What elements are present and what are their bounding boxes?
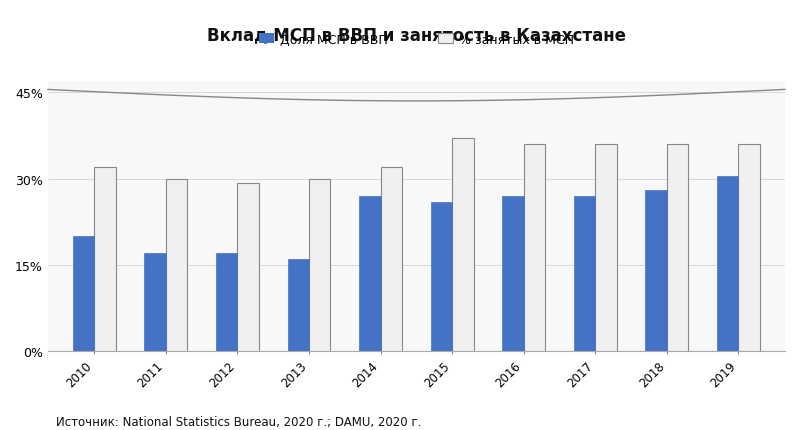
Bar [359,197,381,351]
Bar [216,254,238,351]
Bar [595,145,617,351]
Bar [502,197,524,351]
Bar [738,145,760,351]
Bar [166,179,187,351]
Bar [430,202,452,351]
Bar [667,145,688,351]
Text: Источник: National Statistics Bureau, 2020 г.; DAMU, 2020 г.: Источник: National Statistics Bureau, 20… [56,415,422,428]
Bar [646,190,667,351]
Bar [574,197,595,351]
Bar [94,168,116,351]
Bar [287,260,309,351]
Bar [717,176,738,351]
Title: Вклад МСП в ВВП и занятость в Казахстане: Вклад МСП в ВВП и занятость в Казахстане [207,26,626,44]
Legend: Доля МСП в ВВП, % занятых в МСП: Доля МСП в ВВП, % занятых в МСП [254,28,579,52]
Bar [524,145,546,351]
Bar [309,179,330,351]
Bar [381,168,402,351]
Bar [73,237,94,351]
Bar [452,139,474,351]
Bar [238,183,259,351]
Bar [144,254,166,351]
